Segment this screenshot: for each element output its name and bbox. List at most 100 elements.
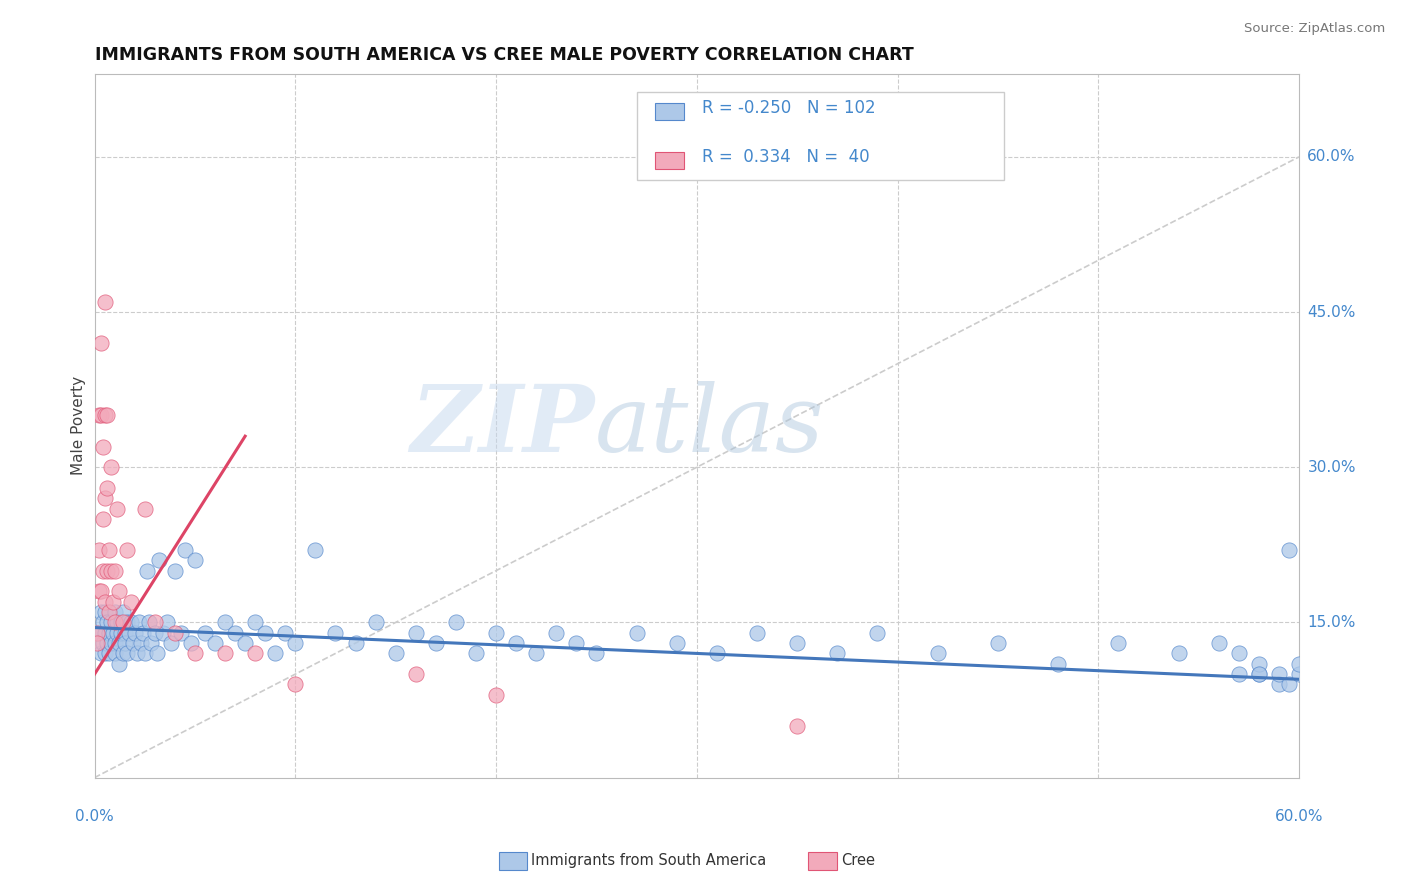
Point bbox=[1167, 647, 1189, 661]
Point bbox=[254, 625, 277, 640]
FancyBboxPatch shape bbox=[637, 92, 1004, 179]
Point bbox=[405, 667, 427, 681]
Point bbox=[243, 615, 266, 630]
Point bbox=[444, 615, 467, 630]
Point bbox=[105, 625, 128, 640]
Bar bbox=[655, 103, 683, 120]
Point bbox=[93, 647, 115, 661]
Point bbox=[665, 636, 688, 650]
Point bbox=[120, 595, 142, 609]
Text: 0.0%: 0.0% bbox=[75, 809, 114, 824]
Point bbox=[180, 636, 202, 650]
Text: atlas: atlas bbox=[595, 381, 824, 471]
Point bbox=[114, 636, 136, 650]
Point bbox=[128, 615, 150, 630]
Point bbox=[101, 595, 124, 609]
Point bbox=[138, 615, 160, 630]
Point bbox=[100, 636, 122, 650]
Point bbox=[1047, 657, 1070, 671]
Point bbox=[184, 553, 207, 567]
Point bbox=[184, 647, 207, 661]
Point bbox=[132, 625, 155, 640]
Point bbox=[866, 625, 889, 640]
Point bbox=[104, 564, 127, 578]
Point bbox=[93, 595, 115, 609]
Point bbox=[505, 636, 527, 650]
Point bbox=[120, 615, 142, 630]
Point bbox=[96, 409, 118, 423]
Point bbox=[104, 605, 127, 619]
Point bbox=[87, 625, 110, 640]
Point bbox=[233, 636, 256, 650]
Point bbox=[105, 501, 128, 516]
Point bbox=[344, 636, 367, 650]
Point bbox=[97, 647, 120, 661]
Point bbox=[107, 584, 129, 599]
Text: 60.0%: 60.0% bbox=[1275, 809, 1323, 824]
Point bbox=[134, 501, 156, 516]
Point bbox=[384, 647, 406, 661]
Point bbox=[107, 657, 129, 671]
Point bbox=[143, 625, 166, 640]
Point bbox=[105, 615, 128, 630]
Point bbox=[1227, 647, 1250, 661]
Point bbox=[546, 625, 568, 640]
Text: Cree: Cree bbox=[841, 854, 875, 868]
Point bbox=[1107, 636, 1129, 650]
Point bbox=[134, 647, 156, 661]
Text: IMMIGRANTS FROM SOUTH AMERICA VS CREE MALE POVERTY CORRELATION CHART: IMMIGRANTS FROM SOUTH AMERICA VS CREE MA… bbox=[94, 46, 914, 64]
Point bbox=[104, 647, 127, 661]
Point bbox=[243, 647, 266, 661]
Point bbox=[264, 647, 287, 661]
Point bbox=[100, 564, 122, 578]
Point bbox=[110, 615, 132, 630]
Point bbox=[786, 636, 808, 650]
Text: ZIP: ZIP bbox=[411, 381, 595, 471]
Point bbox=[524, 647, 547, 661]
Point bbox=[91, 636, 114, 650]
Point bbox=[121, 636, 143, 650]
Point bbox=[90, 605, 112, 619]
Point bbox=[90, 409, 112, 423]
Point bbox=[987, 636, 1010, 650]
Point bbox=[100, 460, 122, 475]
Point bbox=[1288, 657, 1310, 671]
Point bbox=[827, 647, 849, 661]
Point bbox=[93, 625, 115, 640]
Point bbox=[139, 636, 162, 650]
Point bbox=[1268, 667, 1291, 681]
Point bbox=[104, 636, 127, 650]
Point bbox=[163, 564, 186, 578]
Point bbox=[96, 481, 118, 495]
Point bbox=[194, 625, 217, 640]
Point bbox=[129, 636, 152, 650]
Point bbox=[91, 512, 114, 526]
Point bbox=[110, 625, 132, 640]
Point bbox=[91, 615, 114, 630]
Point bbox=[1208, 636, 1230, 650]
Point bbox=[1278, 677, 1301, 691]
Point bbox=[90, 647, 112, 661]
Point bbox=[86, 625, 108, 640]
Point bbox=[135, 564, 157, 578]
Point bbox=[745, 625, 768, 640]
Point bbox=[107, 636, 129, 650]
Point bbox=[224, 625, 246, 640]
Text: 60.0%: 60.0% bbox=[1308, 149, 1355, 164]
Point bbox=[485, 688, 508, 702]
Point bbox=[706, 647, 728, 661]
Point bbox=[1247, 667, 1270, 681]
Point bbox=[425, 636, 447, 650]
Point bbox=[284, 636, 307, 650]
Point bbox=[115, 647, 138, 661]
Point bbox=[143, 615, 166, 630]
Point bbox=[325, 625, 347, 640]
Point bbox=[405, 625, 427, 640]
Point bbox=[87, 584, 110, 599]
Point bbox=[97, 543, 120, 558]
Point bbox=[90, 336, 112, 351]
Point bbox=[125, 647, 148, 661]
Point bbox=[304, 543, 326, 558]
Point bbox=[104, 615, 127, 630]
Text: 30.0%: 30.0% bbox=[1308, 459, 1355, 475]
